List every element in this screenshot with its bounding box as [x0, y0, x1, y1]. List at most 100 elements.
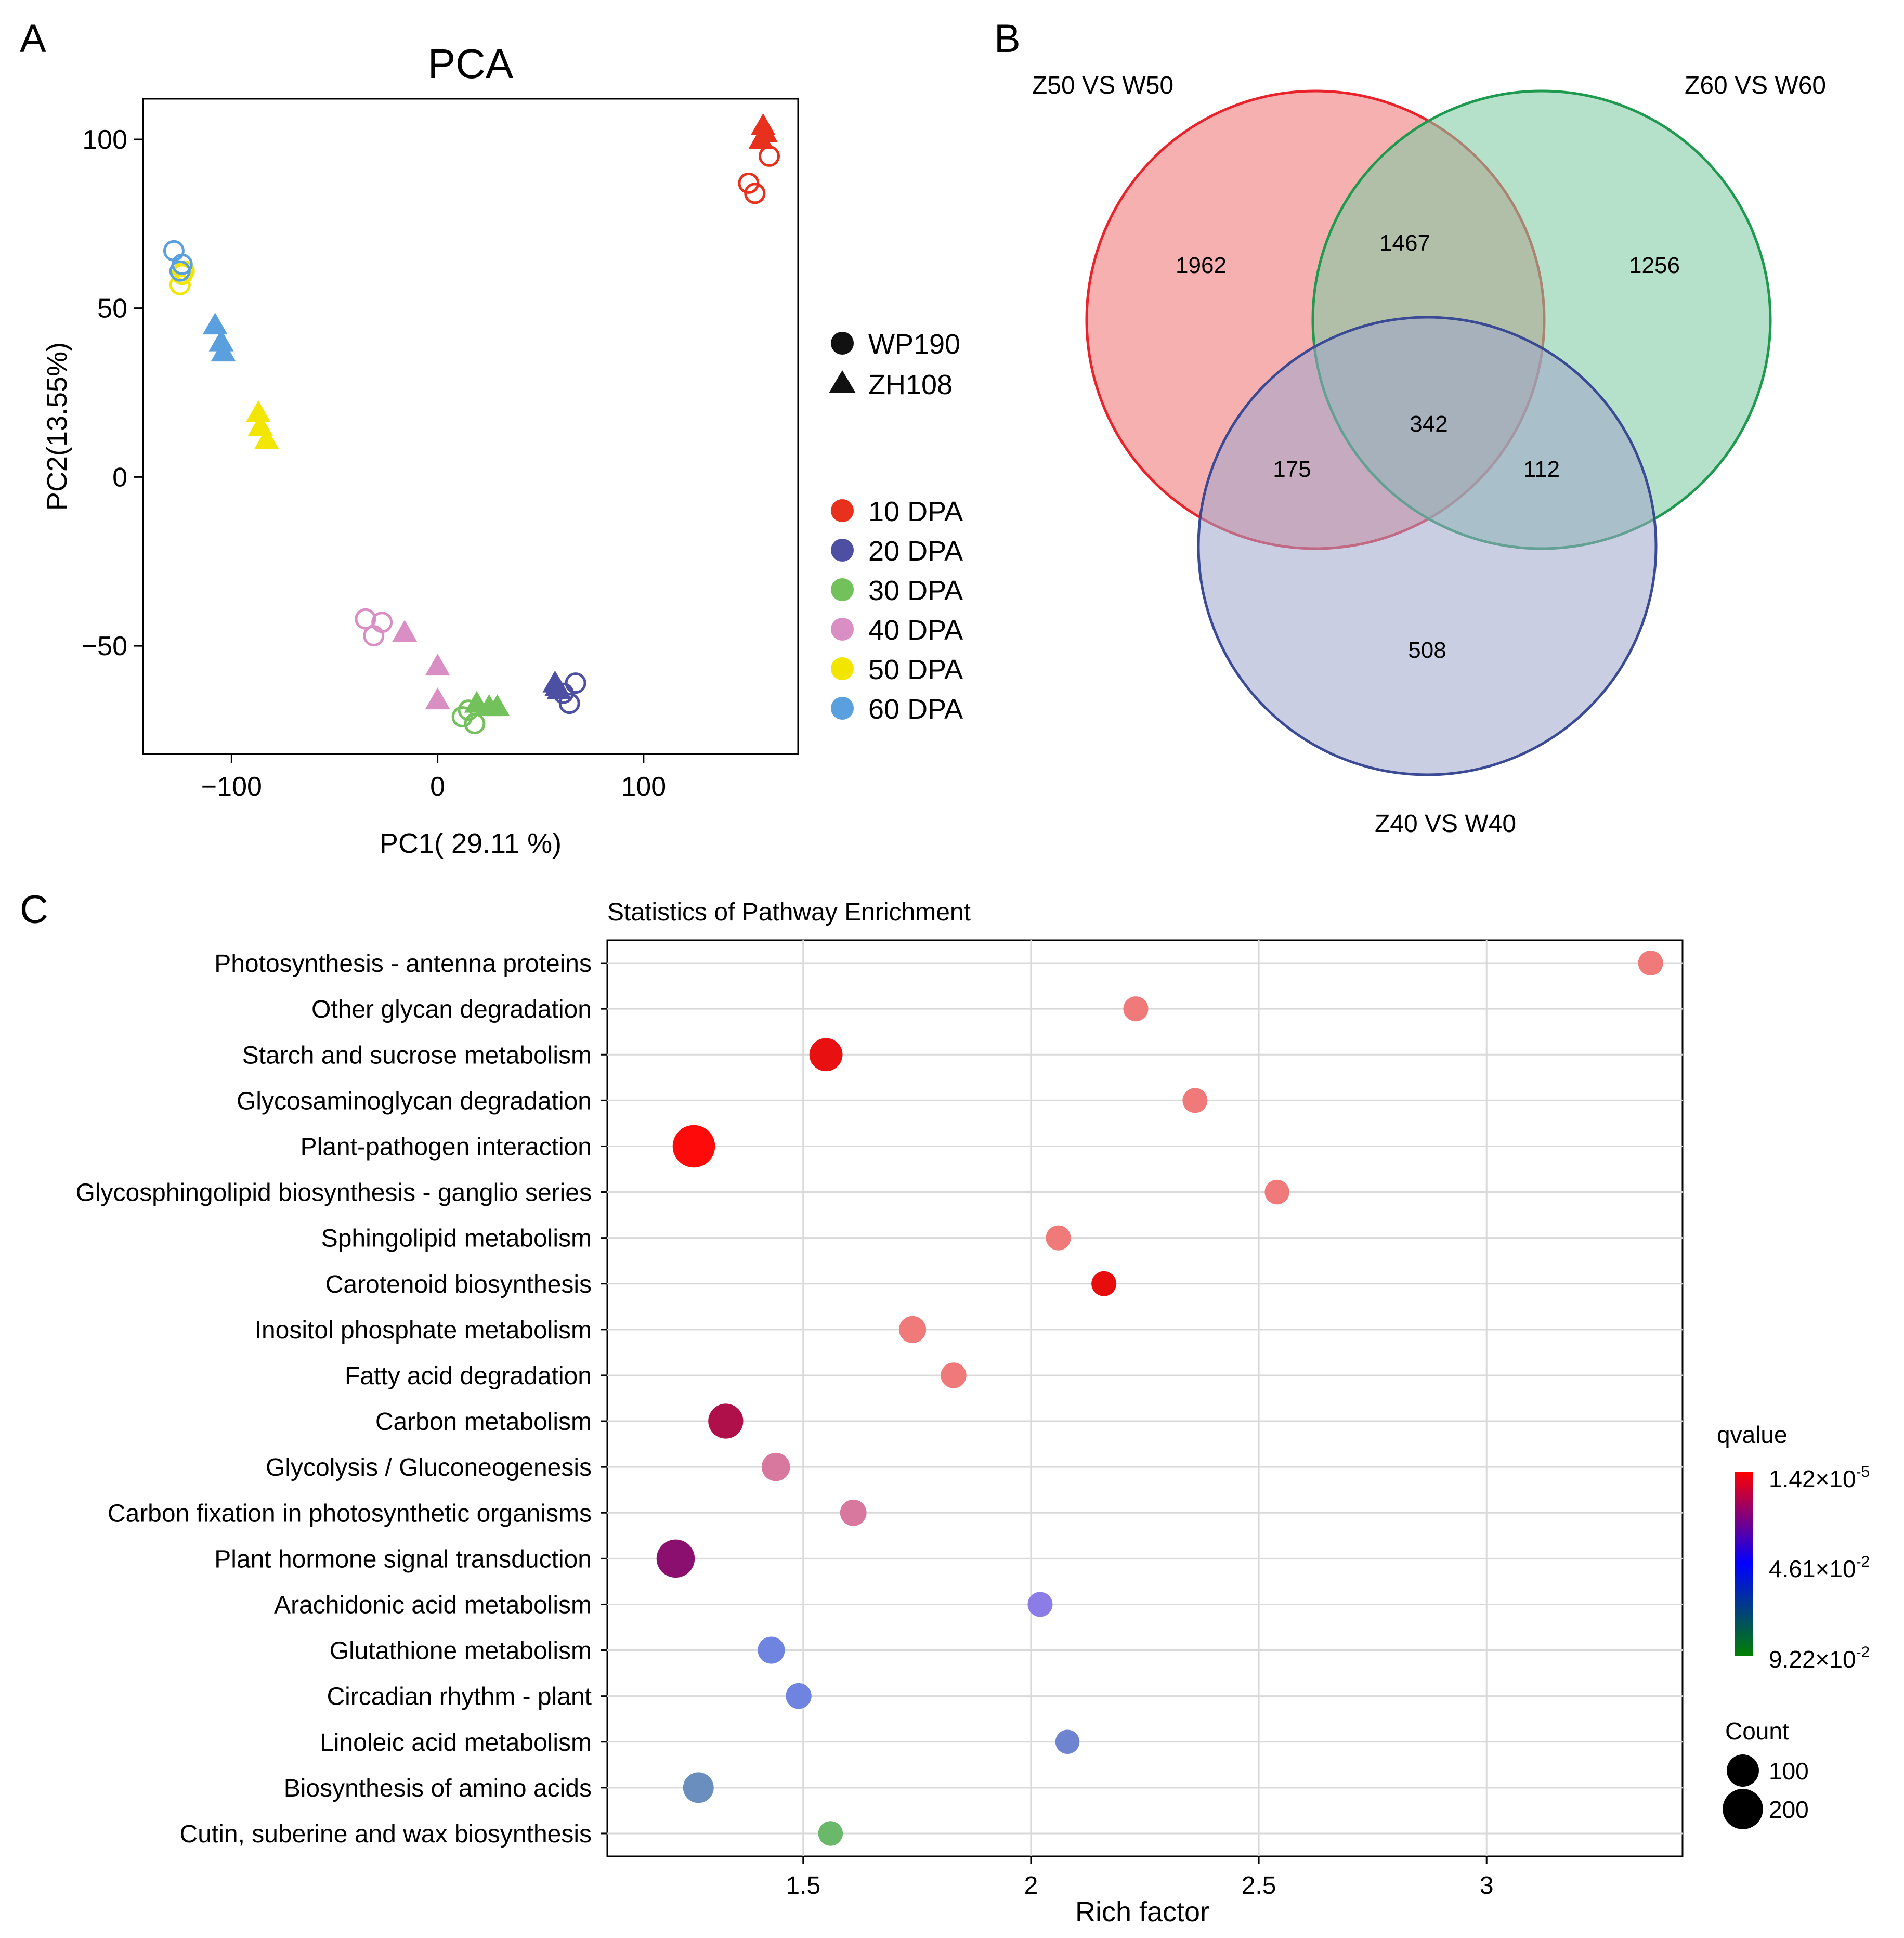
legend-swatch-50-dpa	[831, 657, 854, 680]
pathway-label-inositol-phosphate-metabolism: Inositol phosphate metabolism	[255, 1317, 592, 1344]
pathway-label-sphingolipid-metabolism: Sphingolipid metabolism	[321, 1225, 592, 1253]
pathway-label-photosynthesis-antenna-proteins: Photosynthesis - antenna proteins	[214, 950, 592, 978]
enrichment-point-biosynthesis-of-amino-acids	[683, 1772, 714, 1803]
pca-point-circle-30-dpa	[451, 706, 473, 728]
enrichment-points	[656, 951, 1663, 1846]
pathway-label-carotenoid-biosynthesis: Carotenoid biosynthesis	[325, 1271, 592, 1298]
venn-set-label-z60: Z60 VS W60	[1685, 72, 1826, 99]
panel-letter-a: A	[20, 17, 46, 61]
pathway-label-glycosphingolipid-biosynthesis-ganglio-series: Glycosphingolipid biosynthesis - ganglio…	[75, 1179, 592, 1207]
enrichment-x-tick-label: 3	[1480, 1872, 1494, 1900]
panel-letter-b: B	[994, 17, 1021, 61]
enrichment-point-carbon-fixation-in-photosynthetic-organisms	[840, 1499, 867, 1526]
enrichment-x-tick-label: 1.5	[786, 1872, 820, 1900]
pathway-label-plant-pathogen-interaction: Plant-pathogen interaction	[301, 1133, 592, 1161]
legend-label-50-dpa: 50 DPA	[868, 654, 963, 685]
pca-point-circle-40-dpa	[355, 608, 376, 630]
pca-point-triangle-60-dpa	[202, 313, 228, 335]
pca-x-tick-label: 0	[430, 772, 445, 802]
pca-point-triangle-60-dpa	[211, 340, 236, 362]
pca-x-tick-label: 100	[621, 772, 666, 802]
pca-plot-frame	[142, 98, 799, 755]
pca-shape-legend: WP190 ZH108	[829, 329, 960, 400]
qvalue-colorbar	[1735, 1472, 1753, 1656]
venn-count-all: 342	[1410, 411, 1447, 437]
pca-panel: A PCA 100 50 0 −50 −100 0 100 PC1( 29.11 %) P…	[20, 17, 963, 859]
pca-y-tick-label: −50	[82, 631, 127, 661]
pca-point-circle-30-dpa	[458, 699, 479, 721]
venn-panel: B Z50 VS W50 Z60 VS W60 Z40 VS W40 1962 …	[994, 17, 1826, 838]
enrichment-x-axis: 1.5 2 2.5 3	[786, 1856, 1494, 1900]
venn-count-z50-z60: 1467	[1379, 230, 1430, 256]
venn-set-label-z40: Z40 VS W40	[1375, 810, 1516, 838]
enrichment-point-arachidonic-acid-metabolism	[1027, 1592, 1053, 1617]
enrichment-x-axis-label: Rich factor	[1075, 1896, 1209, 1928]
pca-x-tick-label: −100	[201, 772, 262, 802]
legend-swatch-20-dpa	[831, 539, 854, 562]
pca-point-circle-60-dpa	[169, 260, 191, 282]
pca-color-legend: 10 DPA 20 DPA 30 DPA 40 DPA 50 DPA 60 DPA	[831, 496, 963, 725]
count-legend-label: 200	[1769, 1796, 1809, 1823]
enrichment-point-carbon-metabolism	[708, 1403, 744, 1439]
pathway-label-carbon-fixation-in-photosynthetic-organisms: Carbon fixation in photosynthetic organi…	[108, 1500, 592, 1527]
pca-title: PCA	[428, 41, 514, 87]
enrichment-panel: C Statistics of Pathway Enrichment 1.5 2 2…	[20, 888, 1870, 1928]
legend-label-wp190: WP190	[868, 329, 960, 360]
pca-point-circle-10-dpa	[744, 183, 766, 204]
legend-swatch-40-dpa	[831, 618, 854, 641]
pca-y-tick-label: 100	[82, 125, 127, 155]
pca-point-triangle-60-dpa	[208, 329, 234, 352]
pca-point-circle-10-dpa	[759, 145, 780, 167]
enrichment-point-linoleic-acid-metabolism	[1055, 1729, 1080, 1754]
pca-x-axis-label: PC1( 29.11 %)	[380, 828, 562, 859]
legend-swatch-10-dpa	[831, 499, 854, 522]
pca-point-circle-50-dpa	[169, 274, 191, 295]
pca-y-tick-label: 0	[112, 462, 127, 492]
legend-label-30-dpa: 30 DPA	[868, 575, 963, 606]
pca-point-triangle-10-dpa	[752, 120, 778, 142]
pca-point-triangle-30-dpa	[485, 694, 510, 717]
pathway-label-carbon-metabolism: Carbon metabolism	[375, 1408, 592, 1436]
legend-swatch-30-dpa	[831, 578, 854, 601]
pathway-label-other-glycan-degradation: Other glycan degradation	[311, 996, 592, 1023]
qvalue-tick-label: 9.22×10-2	[1769, 1644, 1870, 1673]
enrichment-point-plant-pathogen-interaction	[672, 1125, 715, 1168]
enrichment-point-inositol-phosphate-metabolism	[899, 1316, 927, 1343]
pca-point-circle-50-dpa	[171, 264, 193, 285]
legend-swatch-60-dpa	[831, 697, 854, 720]
legend-label-10-dpa: 10 DPA	[868, 496, 963, 527]
enrichment-point-sphingolipid-metabolism	[1046, 1225, 1071, 1251]
enrichment-plot-frame	[606, 939, 1684, 1857]
pathway-label-glutathione-metabolism: Glutathione metabolism	[330, 1637, 592, 1665]
count-legend-dot	[1727, 1754, 1759, 1787]
legend-label-20-dpa: 20 DPA	[868, 536, 963, 567]
pca-y-axis: 100 50 0 −50	[82, 125, 143, 661]
pathway-label-biosynthesis-of-amino-acids: Biosynthesis of amino acids	[284, 1775, 592, 1802]
count-legend-label: 100	[1769, 1758, 1809, 1785]
venn-count-z60-only: 1256	[1629, 253, 1680, 278]
enrichment-point-fatty-acid-degradation	[941, 1362, 967, 1388]
pathway-label-starch-and-sucrose-metabolism: Starch and sucrose metabolism	[242, 1042, 592, 1069]
venn-count-z50-z40: 175	[1273, 457, 1311, 482]
pathway-label-glycosaminoglycan-degradation: Glycosaminoglycan degradation	[237, 1087, 592, 1115]
enrichment-x-tick-label: 2.5	[1242, 1872, 1276, 1900]
venn-circle-z40	[1197, 316, 1658, 776]
qvalue-tick-label: 1.42×10-5	[1769, 1463, 1870, 1492]
pca-point-circle-20-dpa	[552, 682, 574, 704]
enrichment-y-labels: Photosynthesis - antenna proteins Other g…	[75, 950, 607, 1848]
pca-point-triangle-50-dpa	[245, 400, 271, 423]
venn-count-z60-z40: 112	[1523, 457, 1560, 482]
pca-points	[163, 113, 780, 735]
count-legend-dot	[1723, 1789, 1763, 1829]
pca-point-triangle-40-dpa	[392, 620, 418, 642]
enrichment-x-tick-label: 2	[1024, 1872, 1038, 1900]
legend-triangle-marker	[829, 370, 856, 393]
pca-point-triangle-40-dpa	[425, 654, 450, 676]
enrichment-point-glycosphingolipid-biosynthesis-ganglio-series	[1264, 1179, 1289, 1205]
pca-y-axis-label: PC2(13.55%)	[42, 342, 73, 511]
enrichment-point-glutathione-metabolism	[758, 1636, 785, 1664]
pathway-label-arachidonic-acid-metabolism: Arachidonic acid metabolism	[274, 1591, 592, 1619]
enrichment-point-glycosaminoglycan-degradation	[1182, 1088, 1208, 1113]
